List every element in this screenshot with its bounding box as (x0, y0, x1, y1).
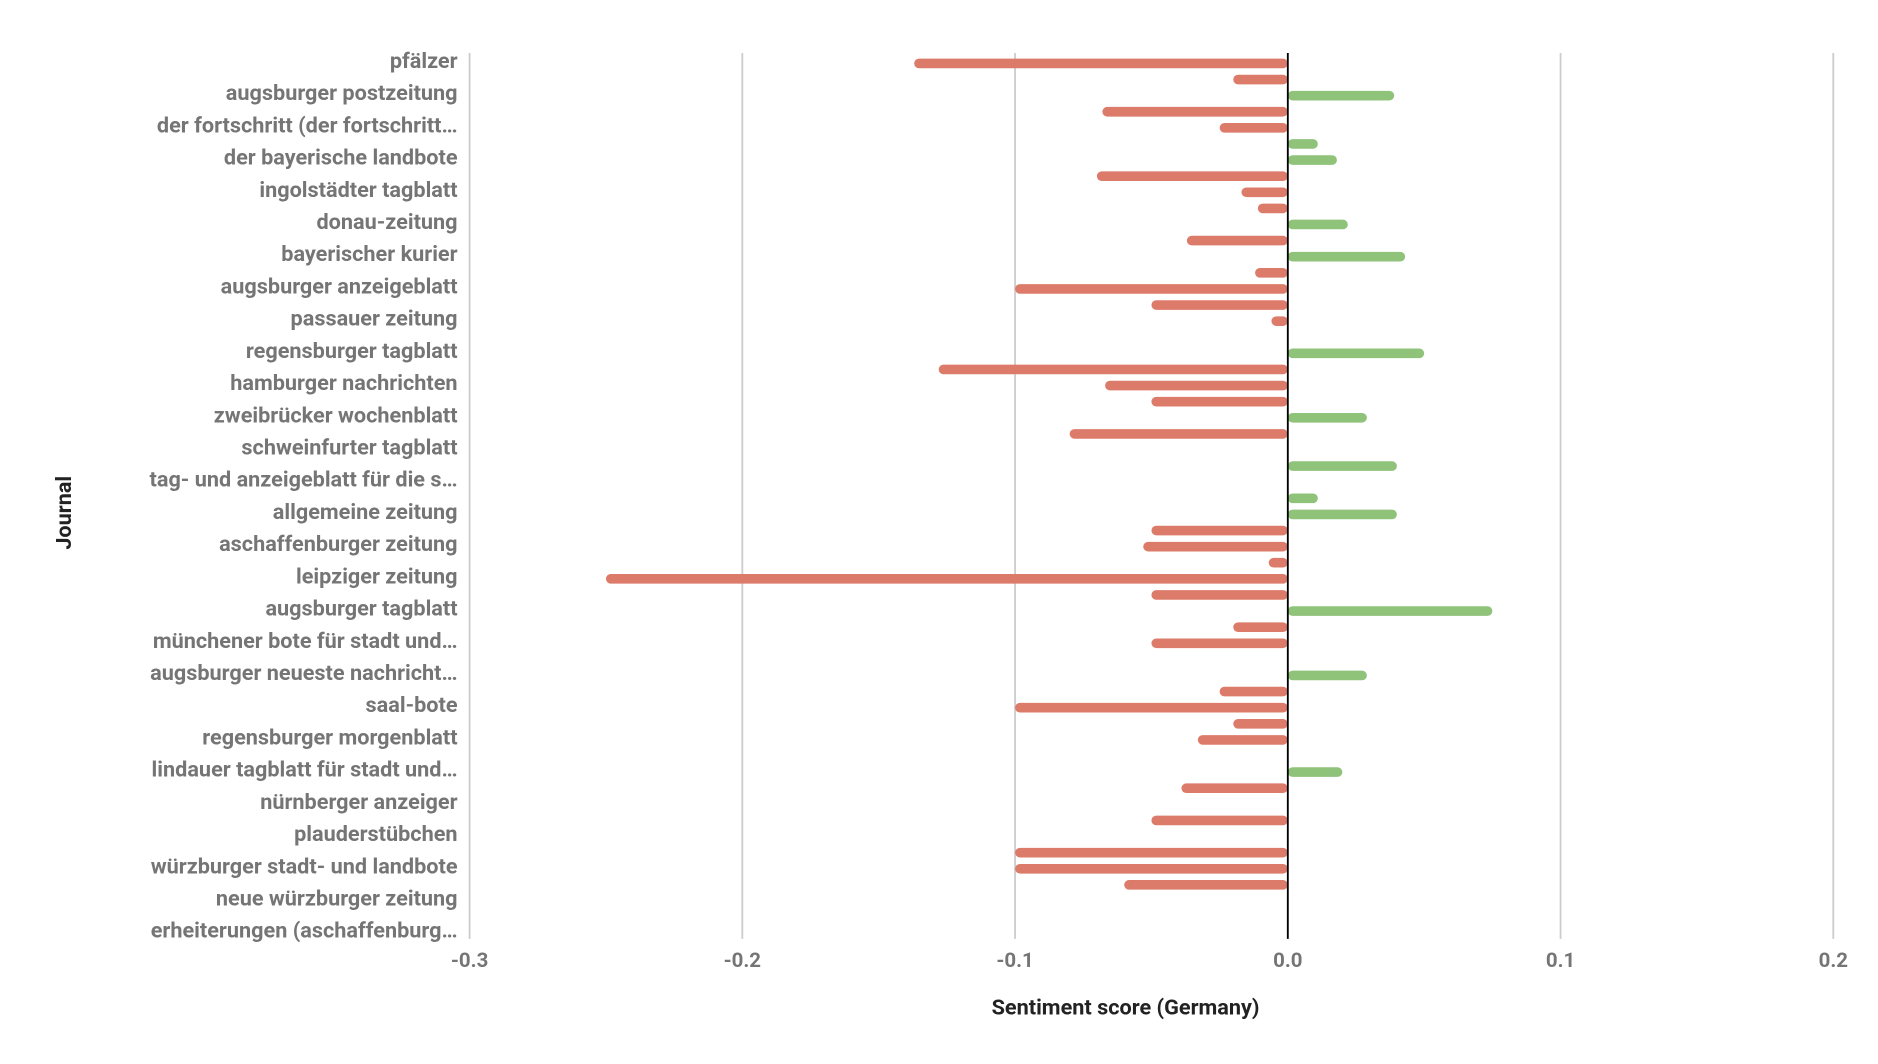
bar (1287, 219, 1348, 230)
bar (1287, 412, 1367, 423)
y-tick-label: zweibrücker wochenblatt (214, 403, 458, 428)
bar (1287, 767, 1343, 777)
y-tick-label: passauer zeitung (291, 307, 458, 332)
y-tick-label: plauderstübchen (294, 822, 457, 847)
y-tick-label: schweinfurter tagblatt (241, 436, 457, 461)
y-tick-label: allgemeine zeitung (273, 500, 458, 525)
bar (1219, 123, 1288, 133)
bar (1102, 106, 1288, 117)
bar (1287, 670, 1367, 681)
y-tick-label: regensburger tagblatt (246, 339, 458, 364)
y-tick-label: münchener bote für stadt und… (153, 629, 458, 654)
bar (1015, 284, 1288, 294)
bar (1241, 187, 1288, 198)
bar (1287, 139, 1318, 149)
y-tick-label: tag- und anzeigeblatt für die s… (150, 468, 458, 493)
x-tick-label: -0.3 (451, 948, 488, 972)
bar (1219, 686, 1288, 697)
bar (1287, 251, 1406, 262)
bar (1287, 155, 1337, 165)
bar (1287, 348, 1425, 359)
y-tick-label: erheiterungen (aschaffenburg… (151, 919, 458, 944)
x-axis-title: Sentiment score (Germany) (992, 995, 1260, 1020)
y-tick-label: der bayerische landbote (224, 146, 458, 171)
bar (1151, 525, 1288, 536)
bar (1197, 735, 1288, 745)
y-tick-label: regensburger morgenblatt (202, 725, 457, 750)
y-tick-label: leipziger zeitung (296, 564, 458, 589)
y-tick-label: donau-zeitung (316, 210, 457, 235)
bar (938, 364, 1288, 375)
x-tick-label: 0.1 (1546, 948, 1575, 972)
bar (1069, 429, 1288, 439)
bar (1124, 880, 1288, 890)
y-tick-label: der fortschritt (der fortschritt… (157, 113, 458, 138)
y-tick-label: augsburger neueste nachricht… (150, 661, 457, 686)
y-tick-label: augsburger anzeigeblatt (221, 274, 458, 299)
bar (1105, 380, 1288, 391)
y-tick-label: saal-bote (366, 693, 458, 718)
x-tick-label: -0.2 (724, 948, 761, 972)
bar (1143, 541, 1288, 552)
bar (1233, 74, 1288, 85)
bar (1255, 268, 1288, 278)
bar (1186, 235, 1288, 246)
x-tick-label: 0.0 (1273, 948, 1302, 972)
y-tick-label: augsburger postzeitung (226, 81, 458, 106)
bar (605, 574, 1288, 584)
y-tick-label: aschaffenburger zeitung (219, 532, 457, 557)
bar (1096, 171, 1288, 181)
bar (1287, 461, 1397, 471)
bar (1151, 300, 1288, 310)
y-tick-label: lindauer tagblatt für stadt und… (152, 758, 458, 783)
bar (1015, 863, 1288, 874)
y-tick-label: würzburger stadt- und landbote (151, 854, 458, 879)
bar (1015, 847, 1288, 858)
bar (1151, 638, 1288, 649)
bar (1287, 509, 1397, 520)
x-tick-label: -0.1 (996, 948, 1033, 972)
bar (1257, 203, 1288, 214)
bar (1287, 606, 1493, 616)
bar (1151, 396, 1288, 407)
bar (1287, 493, 1318, 504)
bar (1181, 783, 1288, 794)
bar (1151, 815, 1288, 826)
bar (1233, 622, 1288, 632)
bar (1015, 702, 1288, 713)
bar (914, 58, 1288, 69)
bar (1233, 718, 1288, 729)
y-tick-label: pfälzer (390, 49, 458, 74)
y-tick-label: bayerischer kurier (281, 242, 457, 267)
bar (1268, 557, 1288, 568)
bar (1271, 316, 1288, 326)
bar (1287, 90, 1395, 101)
bar (1151, 590, 1288, 600)
y-tick-label: ingolstädter tagblatt (259, 178, 457, 203)
y-tick-label: neue würzburger zeitung (216, 886, 458, 911)
y-tick-label: augsburger tagblatt (265, 597, 457, 622)
y-axis-title: Journal (52, 476, 77, 550)
y-tick-label: nürnberger anzeiger (260, 790, 457, 815)
x-tick-label: 0.2 (1819, 948, 1848, 972)
y-tick-label: hamburger nachrichten (230, 371, 457, 396)
